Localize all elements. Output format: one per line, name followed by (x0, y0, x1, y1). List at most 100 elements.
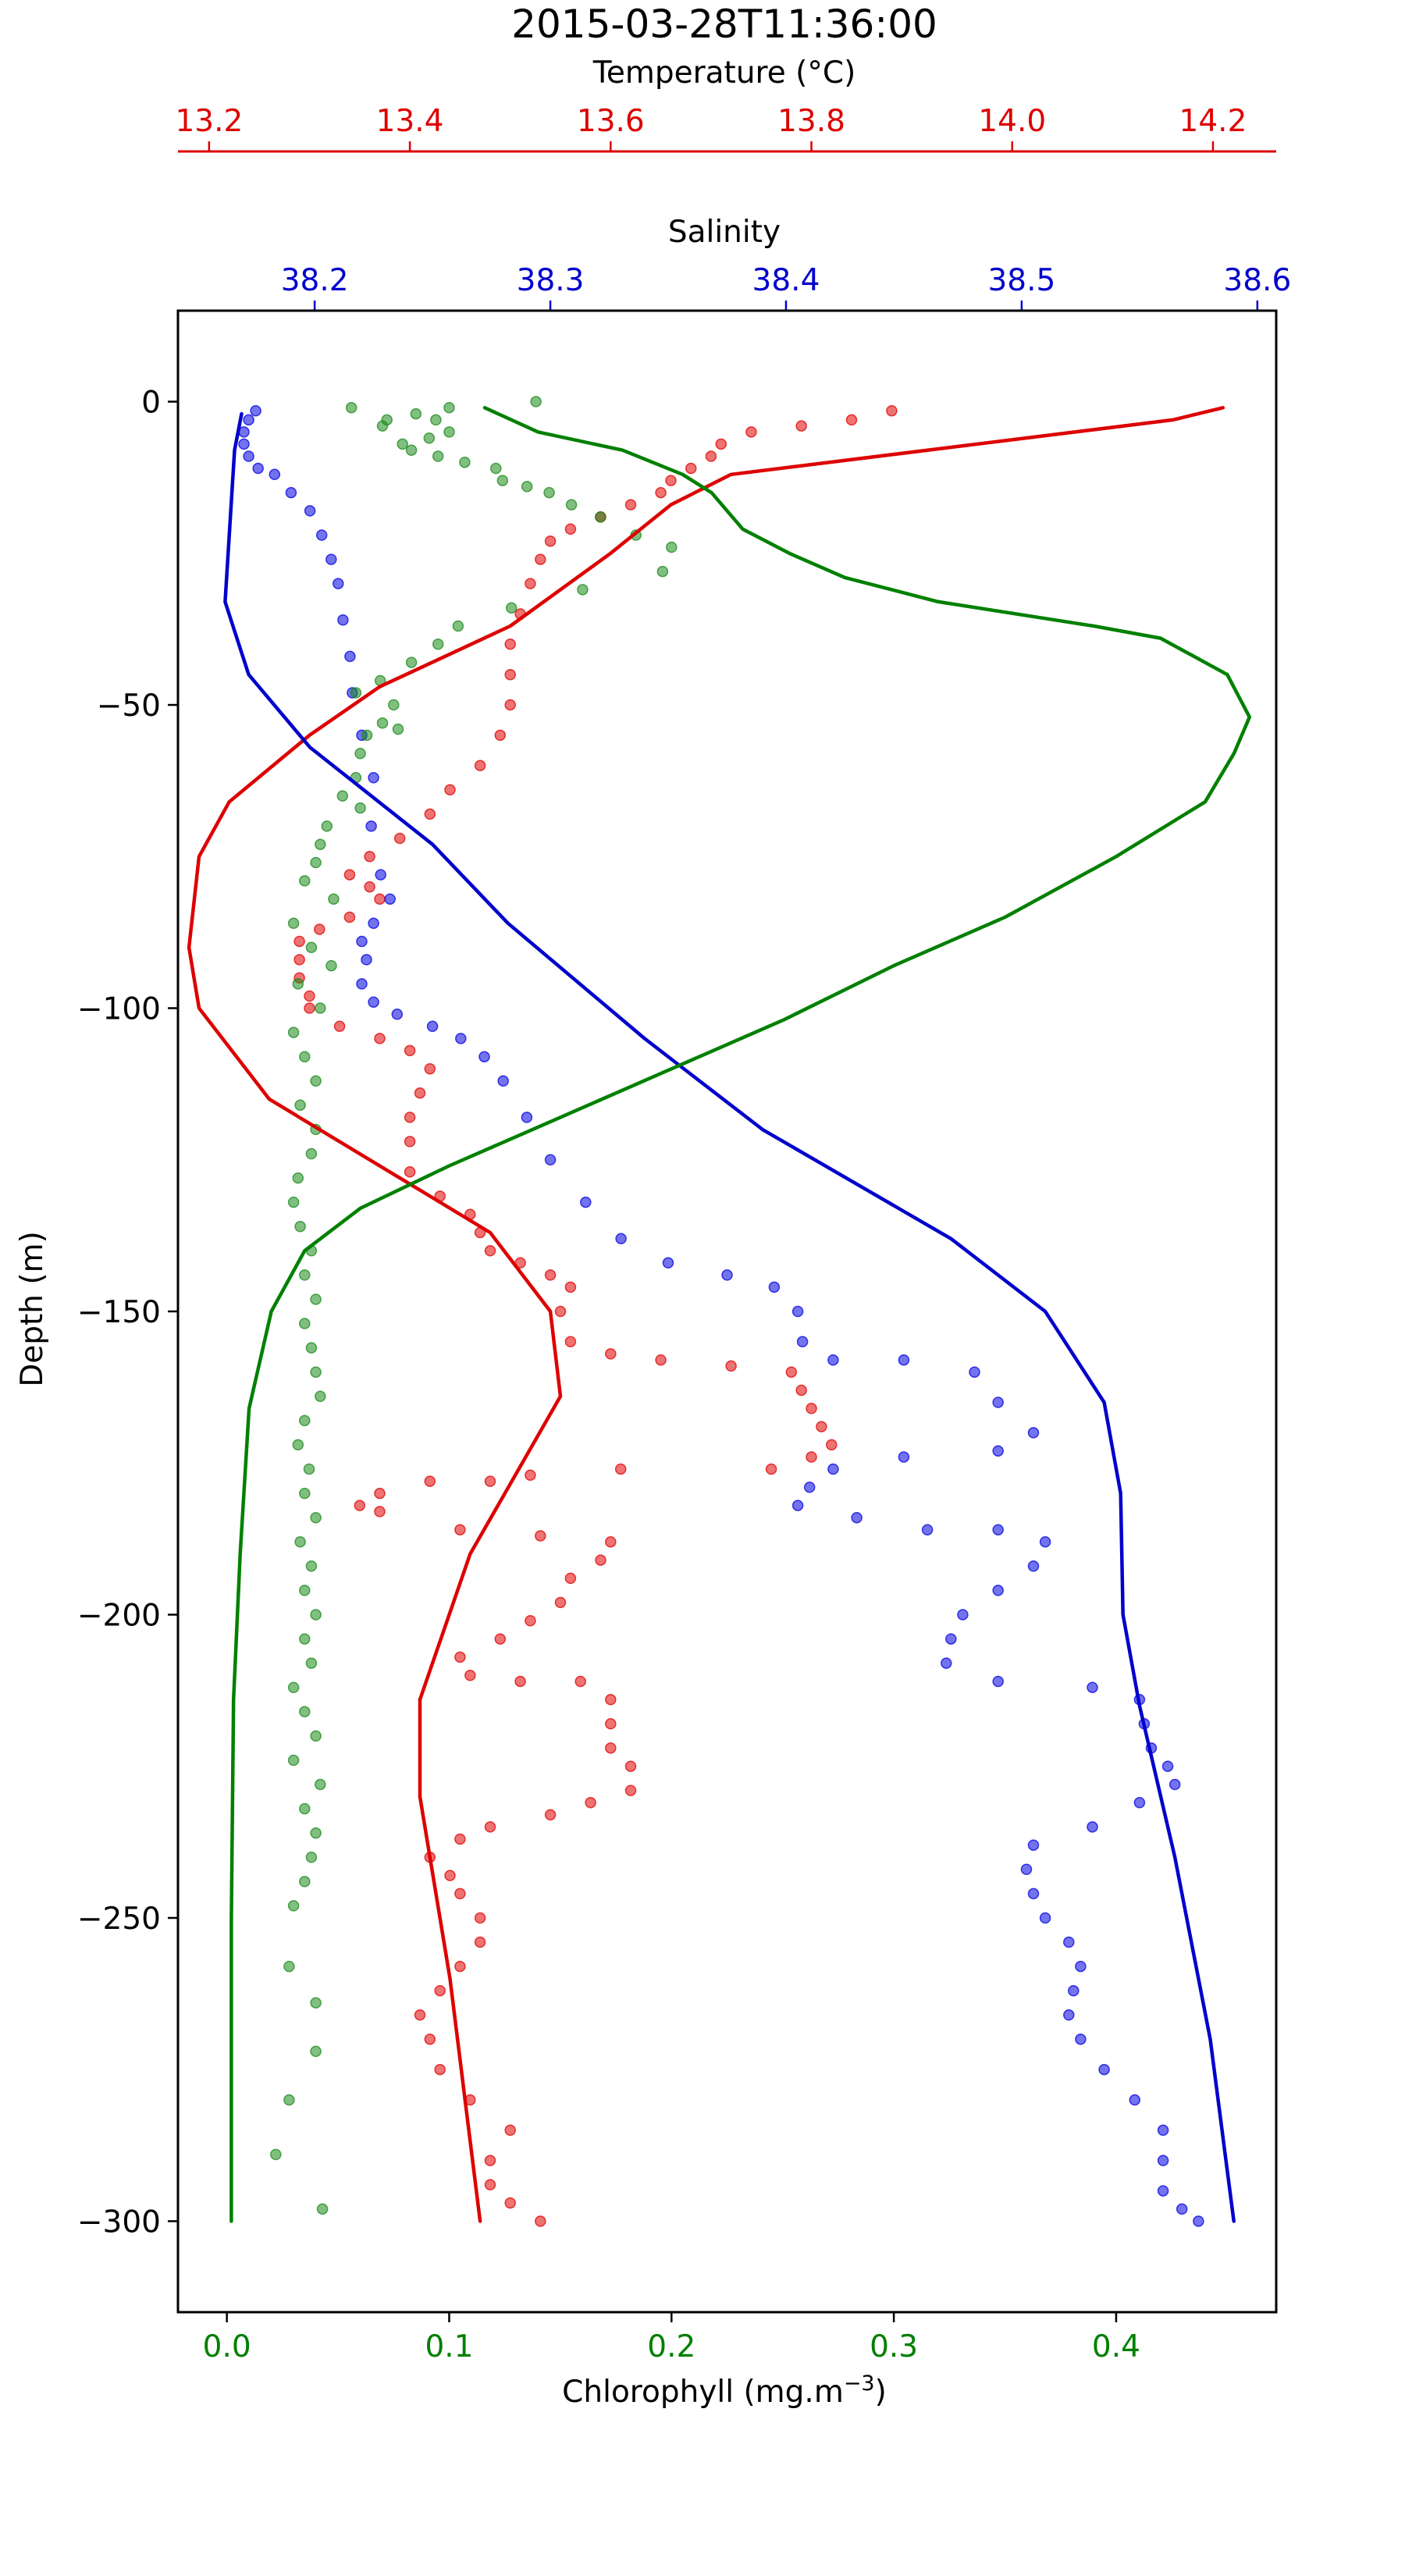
salinity-profile-line (223, 411, 1236, 2223)
salinity-scatter-point (1098, 2063, 1110, 2076)
temperature-scatter-point (624, 499, 637, 511)
salinity-scatter-point (1063, 1936, 1075, 1948)
chlorophyll-scatter-point (310, 1511, 322, 1524)
salinity-scatter-point (250, 404, 261, 417)
temperature-scatter-point (614, 1463, 627, 1475)
chlorophyll-scatter-point (443, 402, 455, 414)
temperature-scatter-point (504, 2197, 516, 2209)
salinity-scatter-point (238, 438, 250, 450)
temperature-scatter-point (806, 1403, 817, 1414)
temperature-scatter-point (474, 1912, 486, 1924)
chlorophyll-scatter-point (305, 1852, 318, 1863)
salinity-scatter-point (1039, 1535, 1051, 1548)
salinity-scatter-point (344, 650, 356, 663)
temperature-scatter-point (564, 1336, 577, 1348)
temperature-scatter-point (434, 1984, 446, 1997)
temperature-tick-label: 13.2 (175, 104, 243, 139)
chlorophyll-scatter-point (299, 1706, 311, 1718)
temperature-scatter-point (605, 1742, 617, 1754)
depth-tick-label: −100 (77, 992, 161, 1027)
chlorophyll-scatter-point (310, 1997, 322, 2008)
chlorophyll-scatter-point (336, 790, 349, 802)
temperature-scatter-point (795, 1384, 807, 1397)
salinity-scatter-point (1176, 2203, 1188, 2215)
chlorophyll-tick-label: 0.1 (425, 2329, 473, 2364)
chlorophyll-scatter-point (292, 1172, 304, 1184)
salinity-scatter-point (898, 1354, 910, 1366)
chlorophyll-scatter-point (666, 541, 678, 553)
chlorophyll-scatter-point (310, 1293, 322, 1305)
chlorophyll-scatter-point (328, 893, 340, 905)
temperature-scatter-point (595, 1554, 606, 1566)
temperature-scatter-point (564, 1281, 577, 1293)
salinity-scatter-point (1168, 1778, 1181, 1791)
temperature-scatter-point (374, 1033, 386, 1044)
chlorophyll-scatter-point (432, 639, 444, 650)
depth-tick-label: −50 (97, 688, 161, 724)
salinity-scatter-point (1039, 1912, 1051, 1924)
depth-tick-label: −250 (77, 1902, 161, 1937)
temperature-scatter-point (544, 1809, 557, 1821)
salinity-scatter-point (1157, 2185, 1169, 2197)
salinity-scatter-point (426, 1020, 439, 1033)
salinity-scatter-point (315, 529, 328, 541)
temperature-scatter-point (374, 893, 386, 905)
salinity-scatter-point (325, 553, 337, 565)
temperature-scatter-point (484, 1821, 496, 1833)
chlorophyll-scatter-point (430, 414, 442, 426)
temperature-scatter-point (414, 1087, 426, 1099)
salinity-scatter-point (615, 1233, 627, 1245)
chlorophyll-scatter-point (310, 1730, 322, 1742)
salinity-scatter-point (992, 1524, 1004, 1535)
temperature-scatter-point (574, 1675, 586, 1688)
salinity-scatter-point (1157, 2154, 1169, 2167)
chlorophyll-scatter-point (294, 1535, 306, 1548)
temperature-scatter-point (494, 729, 507, 742)
temperature-scatter-point (504, 668, 516, 681)
temperature-axis-label: Temperature (°C) (592, 55, 856, 91)
chlorophyll-scatter-point (299, 1318, 311, 1329)
salinity-scatter-point (544, 1154, 557, 1166)
temperature-scatter-point (454, 1960, 466, 1973)
temperature-scatter-point (484, 1245, 496, 1257)
salinity-scatter-series (238, 404, 1204, 2227)
chlorophyll-scatter-point (305, 941, 318, 954)
temperature-scatter-point (404, 1112, 416, 1123)
chlorophyll-scatter-point (543, 486, 555, 499)
salinity-scatter-point (333, 578, 344, 589)
chlorophyll-scatter-point (310, 1827, 322, 1839)
temperature-scatter-point (535, 2215, 546, 2227)
temperature-scatter-point (525, 1615, 536, 1627)
temperature-scatter-point (404, 1166, 416, 1178)
temperature-scatter-point (414, 2009, 426, 2021)
chlorophyll-scatter-point (299, 1051, 311, 1062)
chlorophyll-label-exponent: −3 (844, 2371, 875, 2396)
chlorophyll-scatter-point (361, 729, 373, 742)
salinity-scatter-point (243, 414, 254, 426)
salinity-scatter-point (1075, 2033, 1087, 2045)
temperature-scatter-point (404, 1136, 416, 1147)
chlorophyll-scatter-point (310, 2045, 322, 2058)
salinity-scatter-point (580, 1196, 592, 1208)
chlorophyll-scatter-point (354, 747, 366, 760)
temperature-scatter-point (424, 2033, 436, 2045)
chlorophyll-scatter-point (294, 1099, 306, 1112)
chlorophyll-tick-label: 0.4 (1092, 2329, 1140, 2364)
salinity-scatter-point (1027, 1560, 1040, 1572)
chlorophyll-scatter-point (345, 402, 357, 414)
temperature-tick-label: 14.2 (1179, 104, 1247, 139)
salinity-scatter-point (1193, 2215, 1204, 2227)
salinity-scatter-point (521, 1112, 533, 1123)
chlorophyll-scatter-point (305, 1560, 318, 1572)
chlorophyll-scatter-point (388, 699, 400, 711)
salinity-scatter-point (304, 505, 316, 517)
temperature-scatter-point (444, 1870, 456, 1881)
temperature-scatter-point (564, 523, 577, 535)
salinity-scatter-point (391, 1009, 404, 1020)
salinity-scatter-point (1129, 2094, 1141, 2106)
temperature-scatter-point (314, 923, 325, 935)
salinity-scatter-point (992, 1675, 1004, 1688)
temperature-scatter-point (444, 784, 456, 796)
chlorophyll-scatter-point (299, 1802, 311, 1815)
